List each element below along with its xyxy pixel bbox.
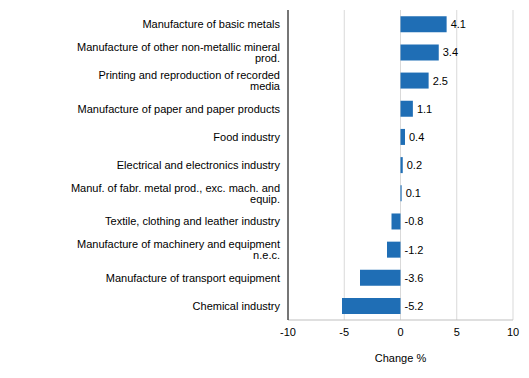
svg-text:2.5: 2.5: [433, 75, 448, 87]
svg-text:-5: -5: [339, 326, 349, 338]
svg-text:3.4: 3.4: [443, 46, 458, 58]
svg-text:0.2: 0.2: [407, 159, 422, 171]
svg-text:Textile, clothing and leather: Textile, clothing and leather industry: [105, 215, 280, 227]
svg-text:10: 10: [507, 326, 519, 338]
svg-text:Food industry: Food industry: [213, 131, 280, 143]
svg-text:-0.8: -0.8: [405, 215, 424, 227]
svg-text:1.1: 1.1: [417, 103, 432, 115]
svg-text:-3.6: -3.6: [405, 272, 424, 284]
svg-text:-1.2: -1.2: [405, 244, 424, 256]
svg-text:Manufacture of machinery and e: Manufacture of machinery and equipmentn.…: [77, 238, 280, 261]
svg-text:Chemical industry: Chemical industry: [193, 300, 281, 312]
svg-text:-5.2: -5.2: [405, 300, 424, 312]
svg-text:-10: -10: [280, 326, 296, 338]
svg-text:Electrical and electronics ind: Electrical and electronics industry: [117, 159, 281, 171]
svg-text:5: 5: [454, 326, 460, 338]
svg-text:0: 0: [397, 326, 403, 338]
svg-text:Change %: Change %: [375, 352, 427, 364]
svg-text:Manufacture of basic metals: Manufacture of basic metals: [142, 18, 280, 30]
svg-text:Manufacture of other non-metal: Manufacture of other non-metallic minera…: [77, 41, 280, 64]
svg-text:4.1: 4.1: [451, 18, 466, 30]
svg-text:Manufacture of paper and paper: Manufacture of paper and paper products: [78, 103, 281, 115]
svg-text:Manufacture of transport equip: Manufacture of transport equipment: [106, 272, 280, 284]
svg-text:Printing and reproduction of r: Printing and reproduction of recordedmed…: [98, 69, 280, 92]
svg-text:0.1: 0.1: [406, 187, 421, 199]
svg-text:0.4: 0.4: [409, 131, 424, 143]
svg-text:Manuf. of fabr. metal prod., e: Manuf. of fabr. metal prod., exc. mach. …: [71, 182, 280, 205]
